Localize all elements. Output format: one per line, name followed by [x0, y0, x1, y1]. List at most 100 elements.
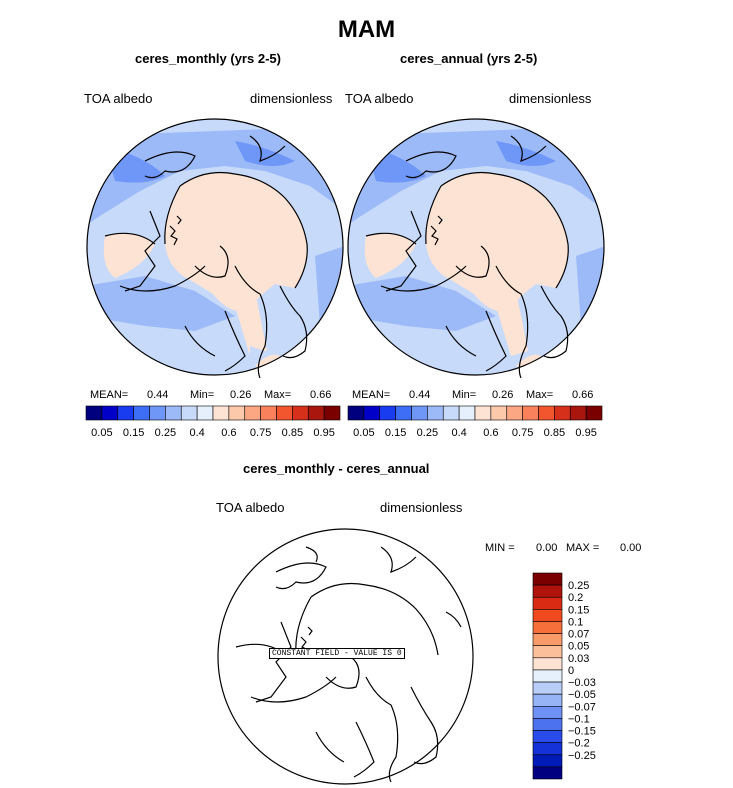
panel-2-colorbar-swatch — [569, 405, 587, 421]
diff-colorbar-swatch — [532, 693, 563, 707]
panel-2-colorbar-swatch — [379, 405, 396, 421]
diff-colorbar-swatch — [532, 705, 563, 719]
diff-colorbar-tick-label: −0.05 — [568, 689, 596, 701]
panel-1-colorbar-swatch — [212, 405, 230, 421]
diff-max-value: 0.00 — [620, 542, 642, 554]
diff-colorbar-swatch — [532, 669, 563, 683]
panel-2-colorbar-swatch — [538, 405, 555, 421]
diff-colorbar-swatch — [532, 730, 563, 743]
diff-panel-units: dimensionless — [380, 500, 463, 515]
diff-colorbar-tick-label: −0.15 — [568, 726, 596, 738]
diff-panel-coastlines — [235, 546, 462, 783]
diff-colorbar-tick-label: 0.25 — [568, 580, 589, 592]
panel-1-min-label: Min= — [190, 389, 215, 401]
diff-panel-title: ceres_monthly - ceres_annual — [243, 461, 430, 476]
panel-2-colorbar-swatch — [506, 405, 523, 421]
panel-2-colorbar-swatch — [474, 405, 492, 421]
panel-1-colorbar-swatch — [180, 405, 198, 421]
diff-colorbar-tick-label: −0.1 — [568, 713, 590, 725]
diff-colorbar-tick-label: 0.05 — [568, 641, 589, 653]
panel-1-units: dimensionless — [250, 91, 333, 106]
panel-1-colorbar-tick-label: 0.85 — [282, 427, 303, 439]
panel-1-colorbar-swatch — [260, 405, 277, 421]
panel-2-colorbar-swatch — [522, 405, 539, 421]
panel-1-mean-value: 0.44 — [147, 389, 169, 401]
diff-colorbar-tick-label: 0.15 — [568, 604, 589, 616]
panel-1-colorbar: 0.05 0.15 0.25 0.4 0.6 0.75 0.85 0.95 — [85, 405, 341, 439]
panel-2-map — [347, 118, 605, 378]
panel-1-colorbar-tick-label: 0.4 — [189, 427, 204, 439]
panel-2-colorbar-swatch — [442, 405, 460, 421]
panel-1-colorbar-swatch — [133, 405, 150, 421]
panel-1-colorbar-swatch — [101, 405, 119, 421]
diff-colorbar-swatch — [532, 681, 563, 695]
panel-1-colorbar-swatch — [244, 405, 261, 421]
panel-2-max-value: 0.66 — [572, 389, 594, 401]
panel-1-colorbar-tick-label: 0.95 — [313, 427, 334, 439]
diff-colorbar-tick-label: 0.1 — [568, 616, 583, 628]
panel-2-colorbar-tick-label: 0.85 — [544, 427, 565, 439]
diff-min-value: 0.00 — [536, 542, 558, 554]
panel-1-colorbar-tick-label: 0.75 — [250, 427, 271, 439]
panel-2-colorbar-swatch — [490, 405, 508, 421]
panel-2-field — [348, 119, 604, 375]
diff-colorbar-swatch — [532, 621, 563, 634]
diff-colorbar-tick-label: 0.07 — [568, 629, 589, 641]
panel-2-colorbar-swatch — [585, 405, 603, 421]
diff-colorbar-swatch — [532, 766, 563, 780]
panel-1-coastlines — [104, 135, 308, 378]
diff-colorbar-swatch — [532, 572, 563, 586]
diff-colorbar-tick-label: −0.2 — [568, 738, 590, 750]
panel-2-min-value: 0.26 — [492, 389, 514, 401]
panel-1-title: ceres_monthly (yrs 2-5) — [135, 51, 281, 66]
diff-colorbar-tick-label: −0.07 — [568, 701, 596, 713]
diff-panel-variable: TOA albedo — [216, 500, 285, 515]
diff-colorbar-swatch — [532, 609, 563, 622]
panel-2-variable: TOA albedo — [345, 91, 414, 106]
panel-1-colorbar-tick-label: 0.25 — [155, 427, 176, 439]
diff-colorbar-swatch — [532, 584, 563, 598]
panel-1-colorbar-tick-label: 0.15 — [123, 427, 144, 439]
panel-2-colorbar-tick-label: 0.05 — [353, 427, 374, 439]
constant-field-label: CONSTANT FIELD - VALUE IS 0 — [269, 648, 405, 659]
diff-colorbar-swatch — [532, 657, 563, 671]
panel-1-field — [87, 119, 343, 375]
panel-2-colorbar-swatch — [363, 405, 381, 421]
diff-colorbar-tick-label: −0.03 — [568, 677, 596, 689]
panel-2-colorbar-swatch — [458, 405, 476, 421]
panel-1-mean-label: MEAN= — [90, 389, 129, 401]
panel-1-colorbar-swatch — [196, 405, 214, 421]
diff-colorbar-swatch — [532, 754, 563, 768]
panel-1-colorbar-swatch — [165, 405, 182, 421]
panel-1-min-value: 0.26 — [230, 389, 252, 401]
panel-2-colorbar-swatch — [395, 405, 412, 421]
panel-1-colorbar-swatch — [276, 405, 293, 421]
panel-1-colorbar-swatch — [307, 405, 325, 421]
diff-colorbar-tick-label: 0.2 — [568, 592, 583, 604]
diff-colorbar-tick-label: −0.25 — [568, 750, 596, 762]
panel-2-mean-label: MEAN= — [352, 389, 391, 401]
panel-1-colorbar-tick-label: 0.05 — [91, 427, 112, 439]
panel-1-colorbar-swatch — [85, 405, 103, 421]
panel-2-colorbar-tick-label: 0.15 — [385, 427, 406, 439]
panel-1-colorbar-swatch — [228, 405, 246, 421]
panel-2-colorbar-swatch — [554, 405, 571, 421]
diff-max-label: MAX = — [566, 542, 600, 554]
panel-2-colorbar-tick-label: 0.75 — [512, 427, 533, 439]
diff-colorbar-swatch — [532, 596, 563, 610]
panel-2-colorbar-tick-label: 0.6 — [483, 427, 498, 439]
panel-1-colorbar-swatch — [149, 405, 166, 421]
panel-1-colorbar-swatch — [323, 405, 341, 421]
panel-1-variable: TOA albedo — [84, 91, 153, 106]
diff-colorbar-tick-label: 0.03 — [568, 653, 589, 665]
diff-colorbar: 0.250.20.150.10.070.050.030−0.03−0.05−0.… — [532, 572, 596, 780]
panel-1-map — [86, 118, 344, 378]
diff-colorbar-swatch — [532, 645, 563, 659]
diff-colorbar-swatch — [532, 718, 563, 731]
diff-min-label: MIN = — [485, 542, 515, 554]
panel-2-colorbar-tick-label: 0.4 — [451, 427, 466, 439]
panel-2-colorbar-swatch — [427, 405, 444, 421]
diff-colorbar-swatch — [532, 742, 563, 756]
panel-2-colorbar-tick-label: 0.95 — [575, 427, 596, 439]
panel-2-mean-value: 0.44 — [409, 389, 431, 401]
